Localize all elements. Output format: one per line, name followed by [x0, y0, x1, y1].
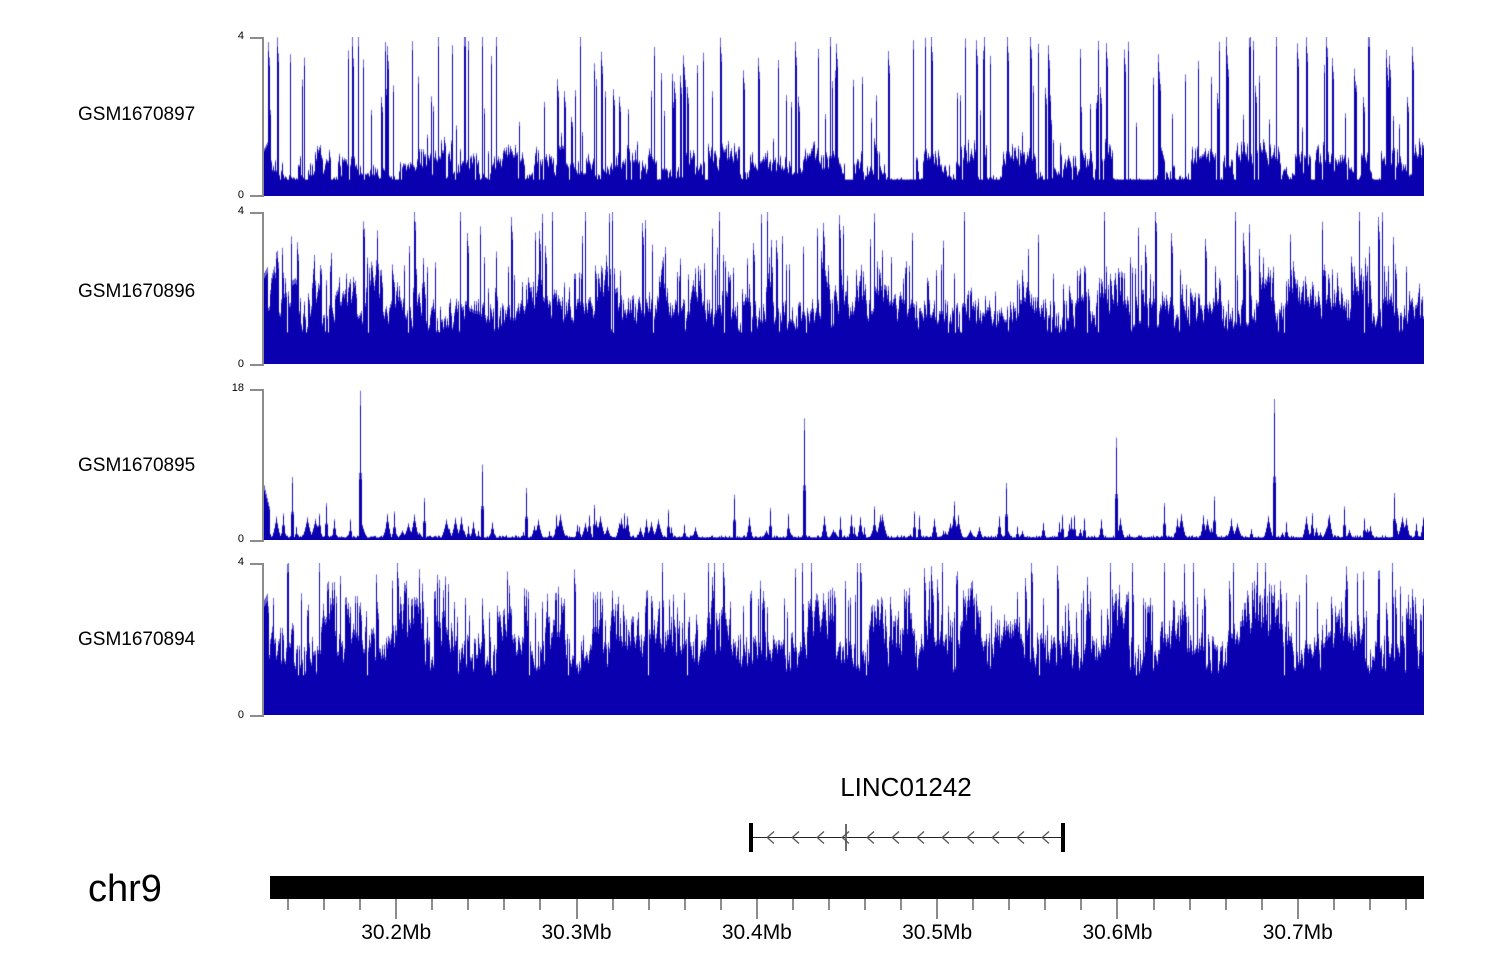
axis-tick-top-0 [250, 37, 264, 39]
gene-strand-arrow-icon [840, 831, 850, 844]
gene-strand-arrow-icon [891, 831, 900, 844]
axis-minor-tick [1152, 899, 1155, 910]
axis-minor-tick [827, 899, 830, 910]
track-axis-max-2: 18 [231, 382, 244, 394]
track-label-0: GSM1670897 [78, 104, 196, 125]
track-label-1: GSM1670896 [78, 281, 196, 302]
axis-minor-tick [1368, 899, 1371, 910]
axis-minor-tick [683, 899, 686, 910]
axis-minor-tick [359, 899, 362, 910]
axis-major-tick [936, 899, 939, 919]
axis-minor-tick [1332, 899, 1335, 910]
axis-tick-label: 30.6Mb [1082, 921, 1153, 944]
axis-tick-label: 30.2Mb [361, 921, 432, 944]
gene-exon-left [749, 823, 753, 852]
axis-minor-tick [719, 899, 722, 910]
axis-major-tick [575, 899, 578, 919]
axis-minor-tick [431, 899, 434, 910]
gene-transcript-line [750, 837, 1064, 838]
gene-exon-right [1061, 823, 1065, 852]
axis-tick-label: 30.7Mb [1262, 921, 1333, 944]
gene-strand-arrow-icon [790, 831, 800, 844]
gene-strand-arrow-icon [966, 831, 975, 844]
axis-tick-top-2 [250, 389, 264, 391]
gene-strand-arrow-icon [815, 831, 825, 844]
track-plot-0[interactable] [264, 37, 1424, 196]
axis-minor-tick [323, 899, 326, 910]
axis-tick-label: 30.5Mb [902, 921, 973, 944]
axis-minor-tick [1188, 899, 1191, 910]
gene-name-label: LINC01242 [840, 772, 972, 802]
gene-strand-arrow-icon [1041, 831, 1050, 844]
track-axis-max-1: 4 [237, 205, 244, 217]
axis-tick-bottom-1 [250, 364, 264, 366]
axis-minor-tick [972, 899, 975, 910]
axis-tick-bottom-3 [250, 715, 264, 717]
axis-minor-tick [1044, 899, 1047, 910]
gene-strand-arrow-icon [916, 831, 925, 844]
track-axis-spine-2 [262, 389, 264, 540]
chromosome-ideogram-bar[interactable] [270, 876, 1424, 899]
gene-model-linc01242[interactable] [0, 820, 1500, 856]
axis-minor-tick [503, 899, 506, 910]
track-axis-min-0: 0 [237, 189, 244, 201]
track-axis-min-2: 0 [237, 533, 244, 545]
axis-minor-tick [1224, 899, 1227, 910]
track-axis-min-3: 0 [237, 709, 244, 721]
track-axis-min-1: 0 [237, 358, 244, 370]
track-label-3: GSM1670894 [78, 629, 196, 650]
axis-minor-tick [1404, 899, 1407, 910]
track-axis-spine-1 [262, 212, 264, 364]
axis-tick-bottom-2 [250, 540, 264, 542]
gene-strand-arrow-icon [866, 831, 875, 844]
axis-tick-label: 30.4Mb [721, 921, 792, 944]
gene-strand-arrow-icon [991, 831, 1000, 844]
axis-minor-tick [539, 899, 542, 910]
track-plot-3[interactable] [264, 563, 1424, 715]
gene-strand-arrow-icon [765, 831, 775, 844]
chromosome-label: chr9 [88, 868, 162, 910]
track-plot-1[interactable] [264, 212, 1424, 364]
track-axis-max-0: 4 [237, 30, 244, 42]
track-axis-spine-0 [262, 37, 264, 196]
axis-tick-top-3 [250, 563, 264, 565]
axis-minor-tick [287, 899, 290, 910]
axis-minor-tick [900, 899, 903, 910]
track-label-2: GSM1670895 [78, 455, 196, 476]
axis-minor-tick [611, 899, 614, 910]
axis-minor-tick [467, 899, 470, 910]
axis-major-tick [755, 899, 758, 919]
axis-tick-top-1 [250, 212, 264, 214]
axis-minor-tick [647, 899, 650, 910]
axis-minor-tick [1260, 899, 1263, 910]
gene-strand-arrow-icon [941, 831, 950, 844]
axis-minor-tick [791, 899, 794, 910]
gene-strand-arrow-icon [1016, 831, 1025, 844]
axis-minor-tick [1080, 899, 1083, 910]
axis-minor-tick [1008, 899, 1011, 910]
axis-major-tick [1116, 899, 1119, 919]
axis-tick-label: 30.3Mb [541, 921, 612, 944]
track-axis-max-3: 4 [237, 556, 244, 568]
axis-tick-bottom-0 [250, 195, 264, 197]
axis-major-tick [395, 899, 398, 919]
track-plot-2[interactable] [264, 389, 1424, 540]
gene-internal-boundary [845, 824, 847, 851]
axis-minor-tick [864, 899, 867, 910]
track-axis-spine-3 [262, 563, 264, 715]
axis-major-tick [1296, 899, 1299, 919]
